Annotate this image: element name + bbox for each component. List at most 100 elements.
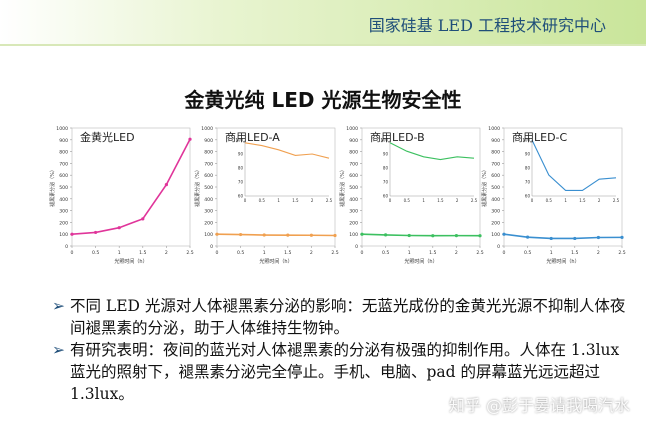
y-tick-label: 200 — [59, 220, 68, 226]
inset-x-tick-label: 0 — [531, 198, 534, 203]
y-tick-label: 600 — [204, 173, 213, 179]
y-tick-label: 500 — [204, 185, 213, 191]
y-tick-label: 1000 — [201, 126, 213, 132]
inset-x-tick-label: 1 — [422, 198, 425, 203]
x-tick-label: 2 — [165, 250, 168, 256]
y-tick-label: 100 — [349, 232, 358, 238]
inset-x-tick-label: 2 — [598, 198, 601, 203]
y-tick-label: 0 — [210, 244, 213, 250]
inset-y-tick-label: 70 — [383, 180, 389, 185]
x-tick-label: 1 — [550, 250, 553, 256]
inset-y-tick-label: 60 — [383, 194, 389, 199]
inset-x-tick-label: 1.5 — [437, 198, 444, 203]
y-tick-label: 0 — [65, 244, 68, 250]
chart-title: 商用LED-B — [370, 130, 425, 144]
data-point — [262, 233, 266, 237]
data-point — [384, 233, 388, 237]
data-point — [94, 230, 98, 235]
inset-x-tick-label: 2.5 — [471, 198, 478, 203]
x-tick-label: 0.5 — [237, 250, 244, 256]
y-tick-label: 600 — [349, 173, 358, 179]
x-tick-label: 0 — [71, 250, 74, 256]
x-tick-label: 0 — [361, 250, 364, 256]
y-tick-label: 300 — [204, 209, 213, 215]
y-tick-label: 100 — [59, 232, 68, 238]
inset-y-tick-label: 80 — [383, 166, 389, 171]
y-axis-label: 褪黑素分泌（%） — [481, 167, 488, 207]
plot-frame — [71, 127, 191, 247]
inset-series-line — [244, 142, 330, 159]
x-tick-label: 1.5 — [284, 250, 291, 256]
inset-series-line — [531, 139, 617, 191]
data-point — [117, 226, 121, 230]
inset-y-tick-label: 90 — [525, 152, 531, 157]
data-point — [141, 217, 145, 221]
inset-x-tick-label: 1.5 — [292, 198, 299, 203]
series-line — [361, 233, 481, 237]
inset-background — [235, 138, 333, 208]
x-tick-label: 2 — [455, 250, 458, 256]
chart-title: 金黄光LED — [80, 130, 135, 144]
y-tick-label: 300 — [349, 209, 358, 215]
y-tick-label: 800 — [491, 150, 500, 156]
inset-background — [380, 138, 478, 208]
x-tick-label: 2.5 — [186, 250, 193, 256]
data-point — [164, 183, 168, 187]
inset-x-tick-label: 0 — [244, 198, 247, 203]
inset-x-tick-label: 0.5 — [404, 198, 411, 203]
watermark-text: 知乎 @彭于晏请我喝汽水 — [448, 396, 630, 415]
x-tick-label: 2 — [310, 250, 313, 256]
y-tick-label: 800 — [349, 150, 358, 156]
y-tick-label: 0 — [355, 244, 358, 250]
x-axis-label: 光照时间（h） — [546, 258, 579, 265]
x-tick-label: 0 — [503, 250, 506, 256]
y-tick-label: 1000 — [56, 126, 68, 132]
x-tick-label: 2.5 — [331, 250, 338, 256]
x-axis-label: 光照时间（h） — [404, 258, 437, 265]
inset-y-tick-label: 80 — [238, 166, 244, 171]
y-tick-label: 200 — [204, 220, 213, 226]
data-point — [407, 233, 411, 238]
data-point — [502, 232, 506, 236]
x-axis-label: 光照时间（h） — [114, 258, 147, 265]
x-tick-label: 0.5 — [382, 250, 389, 256]
chart-golden-led: 0 100 200 300 400 500 600 700 800 900 1000 0 0.5 1 1.5… — [48, 118, 198, 278]
data-point — [431, 234, 435, 238]
y-tick-label: 100 — [491, 232, 500, 238]
x-axis-label: 光照时间（h） — [259, 258, 292, 265]
x-tick-label: 1.5 — [429, 250, 436, 256]
y-tick-label: 0 — [497, 244, 500, 250]
y-tick-label: 100 — [204, 232, 213, 238]
y-tick-label: 500 — [349, 185, 358, 191]
y-tick-label: 1000 — [488, 126, 500, 132]
inset-x-tick-label: 2.5 — [326, 198, 333, 203]
data-point — [596, 235, 600, 240]
y-tick-label: 500 — [491, 185, 500, 191]
inset-x-tick-label: 0 — [389, 198, 392, 203]
x-tick-label: 1.5 — [571, 250, 578, 256]
inset-y-tick-label: 70 — [238, 180, 244, 185]
inset-y-tick-label: 70 — [525, 180, 531, 185]
bullet-item: ➢ 有研究表明：夜间的蓝光对人体褪黑素的分泌有极强的抑制作用。人体在 1.3lu… — [52, 339, 632, 405]
data-point — [188, 137, 192, 141]
data-point — [286, 233, 290, 237]
inset-y-tick-label: 90 — [383, 152, 389, 157]
series-line — [503, 233, 623, 240]
inset-x-tick-label: 0.5 — [546, 198, 553, 203]
chart-title: 商用LED-C — [512, 130, 568, 144]
header-bar: 国家硅基 LED 工程技术研究中心 — [0, 0, 646, 45]
y-tick-label: 400 — [204, 197, 213, 203]
y-tick-label: 800 — [59, 150, 68, 156]
y-tick-label: 1000 — [346, 126, 358, 132]
data-point — [526, 235, 530, 239]
data-point — [573, 236, 577, 241]
bullet-text: 不同 LED 光源对人体褪黑素分泌的影响：无蓝光成份的金黄光光源不抑制人体夜间褪… — [70, 297, 626, 337]
header-title: 国家硅基 LED 工程技术研究中心 — [368, 16, 606, 35]
x-tick-label: 2.5 — [618, 250, 625, 256]
inset-y-tick-label: 80 — [525, 166, 531, 171]
chart-title: 商用LED-A — [225, 130, 280, 144]
x-tick-label: 1.5 — [139, 250, 146, 256]
data-point — [239, 232, 243, 237]
